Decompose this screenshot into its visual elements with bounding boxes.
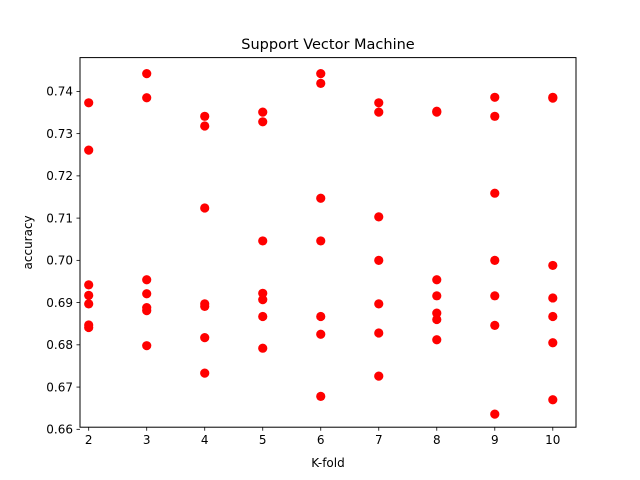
data-point <box>374 328 384 338</box>
data-points <box>84 69 558 419</box>
y-axis-title: accuracy <box>21 215 35 269</box>
x-tick-label: 4 <box>201 433 209 447</box>
data-point <box>548 260 558 271</box>
x-tick-label: 7 <box>375 433 383 447</box>
x-tick-label: 8 <box>433 433 441 447</box>
data-point <box>258 117 268 127</box>
data-point <box>316 69 326 79</box>
data-point <box>84 299 94 309</box>
data-point <box>142 93 152 103</box>
data-point <box>316 391 326 401</box>
data-point <box>548 93 558 103</box>
data-point <box>200 121 210 131</box>
data-point <box>258 343 268 353</box>
data-point <box>84 98 94 108</box>
data-point <box>142 289 152 299</box>
x-tick-label: 5 <box>259 433 267 447</box>
data-point <box>316 311 326 322</box>
data-point <box>374 299 384 309</box>
y-tick-label: 0.73 <box>46 127 73 141</box>
data-point <box>200 203 210 213</box>
data-point <box>490 188 500 198</box>
x-axis-title: K-fold <box>311 456 344 470</box>
data-point <box>374 98 384 108</box>
data-point <box>258 288 268 298</box>
data-point <box>84 145 94 155</box>
y-tick-label: 0.67 <box>46 380 73 394</box>
data-point <box>374 371 384 381</box>
data-point <box>548 293 558 303</box>
data-point <box>432 275 442 285</box>
data-point <box>490 111 500 121</box>
y-tick-label: 0.69 <box>46 296 73 310</box>
y-tick-label: 0.66 <box>46 423 73 437</box>
data-point <box>548 395 558 405</box>
data-point <box>490 291 500 301</box>
data-point <box>84 290 94 301</box>
data-point <box>432 335 442 345</box>
data-point <box>490 409 500 419</box>
data-point <box>142 341 152 351</box>
data-point <box>548 338 558 348</box>
y-tick-label: 0.68 <box>46 338 73 352</box>
data-point <box>490 320 500 331</box>
data-point <box>432 291 442 301</box>
data-point <box>432 308 442 318</box>
data-point <box>258 311 268 322</box>
x-tick-label: 2 <box>85 433 93 447</box>
x-axis-ticks: 2 3 4 5 6 7 8 9 10 <box>85 427 560 447</box>
x-tick-label: 10 <box>545 433 560 447</box>
data-point <box>316 78 326 88</box>
chart-title: Support Vector Machine <box>241 37 415 53</box>
y-tick-label: 0.74 <box>46 85 73 99</box>
x-tick-label: 3 <box>143 433 151 447</box>
data-point <box>258 236 268 246</box>
plot-area-frame <box>79 57 577 428</box>
data-point <box>200 333 210 343</box>
y-tick-label: 0.71 <box>46 211 73 225</box>
data-point <box>316 329 326 339</box>
data-point <box>142 306 152 316</box>
x-tick-label: 6 <box>317 433 325 447</box>
data-point <box>548 311 558 322</box>
x-tick-label: 9 <box>491 433 499 447</box>
data-point <box>316 193 326 203</box>
y-axis-ticks: 0.66 0.67 0.68 0.69 0.70 0.71 0.72 0.73 0.74 <box>46 85 80 437</box>
data-point <box>490 255 500 265</box>
data-point <box>490 92 500 102</box>
data-point <box>258 295 268 305</box>
data-point <box>142 275 152 285</box>
data-point <box>200 368 210 378</box>
data-point <box>374 107 384 117</box>
data-point <box>316 236 326 246</box>
data-point <box>374 212 384 222</box>
y-tick-label: 0.70 <box>46 254 73 268</box>
data-point <box>374 255 384 265</box>
data-point <box>200 111 210 121</box>
data-point <box>200 301 210 311</box>
y-tick-label: 0.72 <box>46 169 73 183</box>
data-point <box>84 280 94 290</box>
data-point <box>258 107 268 117</box>
data-point <box>432 107 442 117</box>
data-point <box>84 322 94 333</box>
data-point <box>432 314 442 325</box>
data-point <box>142 69 152 79</box>
